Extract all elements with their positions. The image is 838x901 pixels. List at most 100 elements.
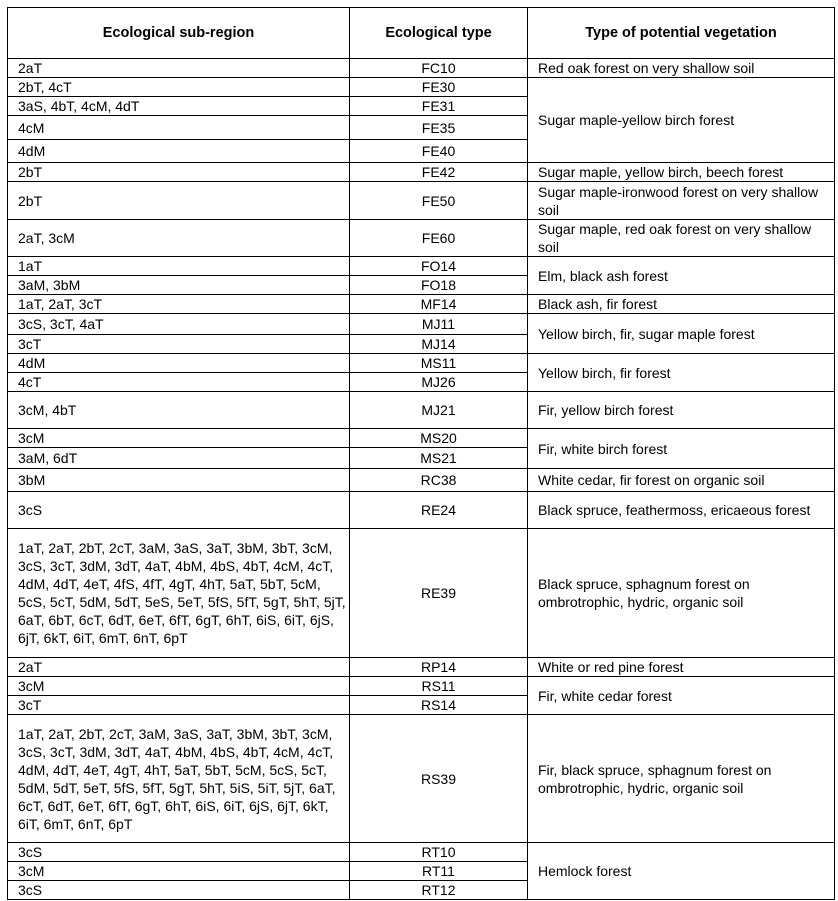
- sub-region-cell: 3aS, 4bT, 4cM, 4dT: [7, 96, 350, 116]
- table-row: 3cS, 3cT, 4aT MJ11 Yellow birch, fir, suga…: [7, 313, 835, 354]
- vegetation-cell: Sugar maple, yellow birch, beech forest: [527, 162, 835, 182]
- ecological-type-cell: MS20: [349, 428, 528, 448]
- ecological-type-cell: MS11: [349, 353, 528, 373]
- sub-region-cell: 3cT: [7, 695, 350, 715]
- sub-region-cell: 2bT: [7, 162, 350, 182]
- header-row: Ecological sub-region Ecological type Ty…: [7, 7, 835, 59]
- vegetation-cell: Sugar maple-ironwood forest on very shal…: [527, 181, 835, 220]
- table-row: 3cT MJ14: [7, 334, 835, 354]
- vegetation-cell: Fir, white cedar forest: [527, 676, 835, 715]
- vegetation-cell: Black spruce, sphagnum forest on ombrotr…: [527, 528, 835, 658]
- table-row: 3cS RE24 Black spruce, feathermoss, ericae…: [7, 491, 835, 529]
- ecological-type-cell: RS39: [349, 714, 528, 843]
- vegetation-cell: Black ash, fir forest: [527, 294, 835, 314]
- table-row: 2bT FE50 Sugar maple-ironwood forest on ve…: [7, 181, 835, 220]
- ecological-type-cell: FE40: [349, 139, 528, 163]
- vegetation-cell: Sugar maple-yellow birch forest: [527, 77, 835, 163]
- ecological-type-cell: RE39: [349, 528, 528, 658]
- ecological-type-cell: FE35: [349, 115, 528, 140]
- table-row: 3cM RS11 Fir, white cedar forest: [7, 676, 835, 715]
- table-row: 3aM, 6dT MS21: [7, 447, 835, 469]
- ecological-type-cell: FE42: [349, 162, 528, 182]
- vegetation-cell: White cedar, fir forest on organic soil: [527, 468, 835, 492]
- sub-region-cell: 1aT, 2aT, 2bT, 2cT, 3aM, 3aS, 3aT, 3bM, …: [7, 528, 350, 658]
- sub-region-cell: 2aT, 3cM: [7, 219, 350, 257]
- table-row: 4cT MJ26: [7, 372, 835, 392]
- ecological-type-cell: RT11: [349, 861, 528, 881]
- vegetation-cell: Fir, white birch forest: [527, 428, 835, 469]
- ecological-type-cell: RS14: [349, 695, 528, 715]
- table-row: 3bM RC38 White cedar, fir forest on organi…: [7, 468, 835, 492]
- sub-region-cell: 3cM, 4bT: [7, 391, 350, 429]
- table-row: 3cM RT11: [7, 861, 835, 881]
- ecological-type-cell: RE24: [349, 491, 528, 529]
- vegetation-cell: Red oak forest on very shallow soil: [527, 58, 835, 78]
- ecological-type-cell: MS21: [349, 447, 528, 469]
- vegetation-table: Ecological sub-region Ecological type Ty…: [7, 7, 835, 900]
- header-ecological-sub-region: Ecological sub-region: [7, 7, 350, 59]
- table-row: 1aT, 2aT, 2bT, 2cT, 3aM, 3aS, 3aT, 3bM, …: [7, 528, 835, 658]
- table-row: 1aT FO14 Elm, black ash forest: [7, 256, 835, 295]
- table-row: 2aT RP14 White or red pine forest: [7, 657, 835, 677]
- sub-region-cell: 3aM, 6dT: [7, 447, 350, 469]
- ecological-type-cell: MJ11: [349, 313, 528, 335]
- sub-region-cell: 3bM: [7, 468, 350, 492]
- sub-region-cell: 2aT: [7, 58, 350, 78]
- ecological-type-cell: MJ14: [349, 334, 528, 354]
- vegetation-cell: Sugar maple, red oak forest on very shal…: [527, 219, 835, 257]
- ecological-type-cell: MF14: [349, 294, 528, 314]
- vegetation-cell: Fir, black spruce, sphagnum forest on om…: [527, 714, 835, 843]
- table-row: 4dM MS11 Yellow birch, fir forest: [7, 353, 835, 392]
- sub-region-cell: 3aM, 3bM: [7, 275, 350, 295]
- ecological-type-cell: MJ21: [349, 391, 528, 429]
- ecological-type-cell: FE60: [349, 219, 528, 257]
- sub-region-cell: 3cS: [7, 842, 350, 862]
- sub-region-cell: 2bT, 4cT: [7, 77, 350, 97]
- sub-region-cell: 3cS: [7, 880, 350, 900]
- table-row: 1aT, 2aT, 2bT, 2cT, 3aM, 3aS, 3aT, 3bM, …: [7, 714, 835, 843]
- ecological-type-cell: FO18: [349, 275, 528, 295]
- sub-region-cell: 4cM: [7, 115, 350, 140]
- ecological-type-cell: FE50: [349, 181, 528, 220]
- sub-region-cell: 2aT: [7, 657, 350, 677]
- ecological-type-cell: FC10: [349, 58, 528, 78]
- table-row: 3cS RT12: [7, 880, 835, 900]
- vegetation-cell: Yellow birch, fir forest: [527, 353, 835, 392]
- header-ecological-type: Ecological type: [349, 7, 528, 59]
- ecological-type-cell: RS11: [349, 676, 528, 696]
- sub-region-cell: 3cM: [7, 861, 350, 881]
- vegetation-cell: Fir, yellow birch forest: [527, 391, 835, 429]
- sub-region-cell: 1aT: [7, 256, 350, 276]
- table-body: 2aT FC10 Red oak forest on very shallow so…: [7, 58, 835, 900]
- ecological-type-cell: RT12: [349, 880, 528, 900]
- sub-region-cell: 2bT: [7, 181, 350, 220]
- sub-region-cell: 3cS, 3cT, 4aT: [7, 313, 350, 335]
- table-row: 1aT, 2aT, 3cT MF14 Black ash, fir forest: [7, 294, 835, 314]
- ecological-type-cell: RP14: [349, 657, 528, 677]
- ecological-type-cell: FO14: [349, 256, 528, 276]
- vegetation-cell: Black spruce, feathermoss, ericaeous for…: [527, 491, 835, 529]
- sub-region-cell: 1aT, 2aT, 3cT: [7, 294, 350, 314]
- table-row: 2aT FC10 Red oak forest on very shallow so…: [7, 58, 835, 78]
- ecological-type-cell: MJ26: [349, 372, 528, 392]
- ecological-type-cell: RC38: [349, 468, 528, 492]
- sub-region-cell: 4dM: [7, 139, 350, 163]
- vegetation-cell: Yellow birch, fir, sugar maple forest: [527, 313, 835, 354]
- vegetation-cell: White or red pine forest: [527, 657, 835, 677]
- vegetation-cell: Elm, black ash forest: [527, 256, 835, 295]
- sub-region-cell: 3cM: [7, 676, 350, 696]
- table-row: 3cS RT10 Hemlock forest: [7, 842, 835, 900]
- ecological-type-cell: FE30: [349, 77, 528, 97]
- ecological-type-cell: FE31: [349, 96, 528, 116]
- sub-region-cell: 4dM: [7, 353, 350, 373]
- sub-region-cell: 4cT: [7, 372, 350, 392]
- table-row: 3cM MS20 Fir, white birch forest: [7, 428, 835, 469]
- table-row: 3cT RS14: [7, 695, 835, 715]
- table-row: 2aT, 3cM FE60 Sugar maple, red oak forest …: [7, 219, 835, 257]
- header-potential-vegetation: Type of potential vegetation: [527, 7, 835, 59]
- table-row: 3cM, 4bT MJ21 Fir, yellow birch forest: [7, 391, 835, 429]
- table-row: 4dM FE40: [7, 139, 835, 163]
- sub-region-cell: 1aT, 2aT, 2bT, 2cT, 3aM, 3aS, 3aT, 3bM, …: [7, 714, 350, 843]
- sub-region-cell: 3cM: [7, 428, 350, 448]
- vegetation-cell: Hemlock forest: [527, 842, 835, 900]
